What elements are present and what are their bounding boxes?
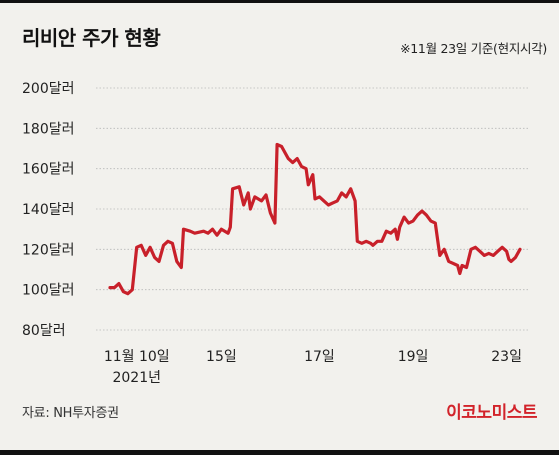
x-tick-label: 23일: [491, 349, 522, 365]
y-tick-label: 140달러: [22, 202, 74, 218]
source-note: 자료: NH투자증권: [22, 406, 119, 421]
x-axis-ticks: 11월 10일 2021년 15일 17일 19일 23일: [104, 349, 522, 386]
date-note: ※11월 23일 기준(현지시각): [400, 41, 547, 56]
grid-lines: [96, 87, 528, 331]
chart-title: 리비안 주가 현황: [22, 26, 161, 50]
x-tick-label: 17일: [304, 349, 335, 365]
x-tick-year-label: 2021년: [112, 370, 161, 386]
stock-price-line: [108, 142, 522, 296]
y-tick-label: 200달러: [22, 81, 74, 97]
y-tick-label: 180달러: [22, 121, 74, 137]
x-tick-label: 19일: [398, 349, 429, 365]
y-axis-ticks: 200달러 180달러 160달러 140달러 120달러 100달러 80달러: [22, 81, 74, 339]
y-tick-label: 80달러: [22, 323, 66, 339]
bottom-rule: [0, 450, 559, 455]
x-tick-label: 15일: [206, 349, 237, 365]
y-tick-label: 100달러: [22, 283, 74, 299]
brand-logo: 이코노미스트: [446, 403, 537, 423]
series-group: [108, 142, 522, 296]
top-rule: [0, 0, 559, 3]
y-tick-label: 120달러: [22, 242, 74, 258]
y-tick-label: 160달러: [22, 162, 74, 178]
x-tick-label: 11월 10일: [104, 349, 170, 365]
